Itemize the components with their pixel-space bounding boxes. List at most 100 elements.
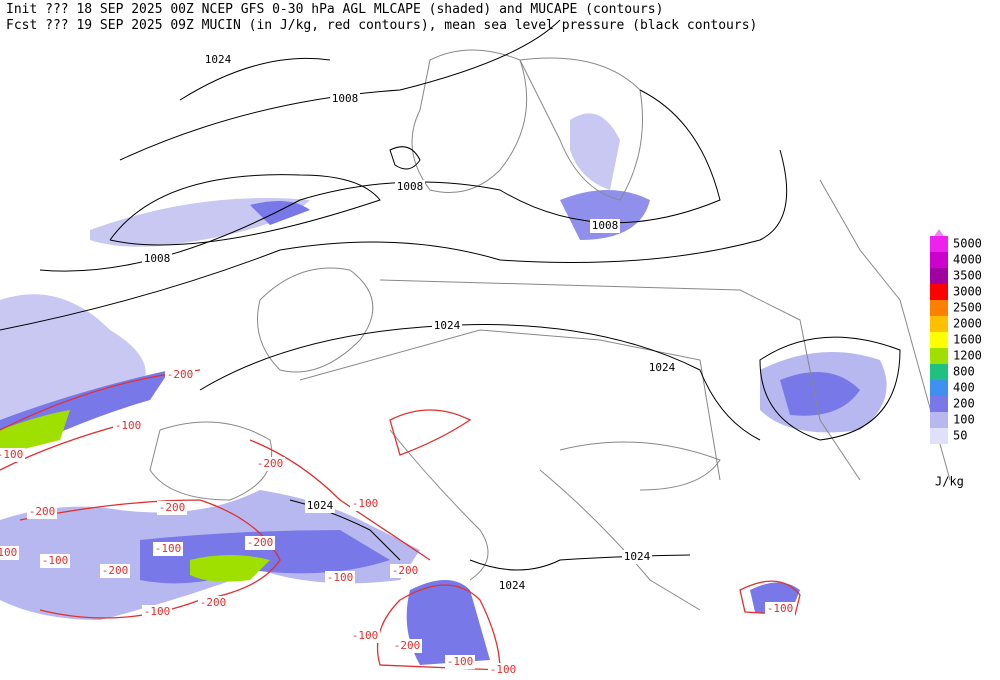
label-bg: [198, 596, 228, 610]
isobar: [119, 19, 561, 161]
cin-label: -100: [490, 663, 517, 676]
coastline: [149, 421, 273, 501]
cin-label: -200: [257, 457, 284, 470]
isobar: [199, 324, 761, 441]
legend-swatch: [930, 332, 948, 348]
label-bg: [647, 361, 677, 375]
cin-label: -200: [247, 536, 274, 549]
isobar-label: 1024: [434, 319, 461, 332]
isobar: [39, 89, 721, 272]
cin-label: -200: [200, 596, 227, 609]
coastline: [519, 57, 643, 201]
cin-label: -100: [352, 497, 379, 510]
isobar-label: 1008: [397, 180, 424, 193]
legend-label: 4000: [953, 253, 982, 267]
isobar: [759, 336, 901, 441]
cin-label: -100: [155, 542, 182, 555]
label-bg: [27, 505, 57, 519]
cin-label: -200: [159, 501, 186, 514]
isobar: [179, 57, 331, 101]
legend-label: 1600: [953, 333, 982, 347]
label-bg: [590, 219, 620, 233]
isobar: [289, 499, 401, 561]
cin-contour: [249, 439, 431, 561]
cin-contour: [389, 409, 472, 456]
cape-area: [0, 410, 70, 455]
legend-swatch: [930, 396, 948, 412]
cape-area: [780, 372, 860, 416]
isobar-label: 1008: [592, 219, 619, 232]
label-bg: [113, 419, 143, 433]
legend-label: 3000: [953, 285, 982, 299]
label-bg: [245, 536, 275, 550]
isobar-label: 1024: [307, 499, 334, 512]
cape-area: [560, 190, 650, 240]
legend-swatch: [930, 412, 948, 428]
label-bg: [0, 448, 25, 462]
header-line: Fcst ??? 19 SEP 2025 09Z MUCIN (in J/kg,…: [6, 18, 757, 33]
legend-label: 1200: [953, 349, 982, 363]
cape-area: [190, 555, 270, 582]
legend-swatch: [930, 348, 948, 364]
label-bg: [305, 499, 335, 513]
legend-unit: J/kg: [935, 475, 964, 489]
legend-swatch: [930, 252, 948, 268]
coastline: [559, 441, 721, 491]
cape-area: [406, 580, 490, 665]
cin-label: -100: [327, 571, 354, 584]
label-bg: [445, 655, 475, 669]
isobar-label: 1008: [144, 252, 171, 265]
isobar: [0, 149, 788, 331]
legend-swatch: [930, 428, 948, 444]
label-bg: [497, 579, 527, 593]
legend-swatch: [930, 380, 948, 396]
legend-label: 800: [953, 365, 975, 379]
cin-label: -100: [352, 629, 379, 642]
legend-swatch: [930, 284, 948, 300]
isobar-label: 1024: [499, 579, 526, 592]
label-bg: [153, 542, 183, 556]
legend-swatch: [930, 268, 948, 284]
label-bg: [142, 605, 172, 619]
cin-label: -100: [767, 602, 794, 615]
label-bg: [157, 501, 187, 515]
label-bg: [622, 550, 652, 564]
label-bg: [100, 564, 130, 578]
cape-shading: [0, 113, 887, 665]
label-bg: [142, 252, 172, 266]
isobars: [0, 19, 901, 571]
isobar: [469, 554, 691, 571]
label-bg: [203, 53, 233, 67]
label-bg: [350, 497, 380, 511]
legend-label: 200: [953, 397, 975, 411]
isobar: [109, 174, 381, 246]
cin-label: -100: [0, 546, 17, 559]
isobar-label: 1024: [205, 53, 232, 66]
label-bg: [390, 564, 420, 578]
border: [379, 279, 861, 481]
cin-label: -200: [167, 368, 194, 381]
cin-label: -100: [115, 419, 142, 432]
legend-label: 5000: [953, 237, 982, 251]
label-bg: [330, 92, 360, 106]
legend-label: 100: [953, 413, 975, 427]
coastline: [411, 49, 528, 193]
label-bg: [350, 629, 380, 643]
cape-area: [250, 201, 310, 225]
legend-label: 50: [953, 429, 967, 443]
label-bg: [325, 571, 355, 585]
legend-label: 2500: [953, 301, 982, 315]
legend-swatch: [930, 300, 948, 316]
label-bg: [765, 602, 795, 616]
label-bg: [0, 546, 19, 560]
header-line: Init ??? 18 SEP 2025 00Z NCEP GFS 0-30 h…: [6, 2, 663, 17]
cin-label: -100: [42, 554, 69, 567]
label-bg: [488, 663, 518, 677]
cin-label: -200: [392, 564, 419, 577]
coastline: [539, 469, 701, 611]
border: [819, 179, 951, 481]
legend: J/kg 5000 4000 3500 3000 2500 2000 1600 1200 800…: [930, 229, 982, 489]
border: [299, 329, 721, 481]
